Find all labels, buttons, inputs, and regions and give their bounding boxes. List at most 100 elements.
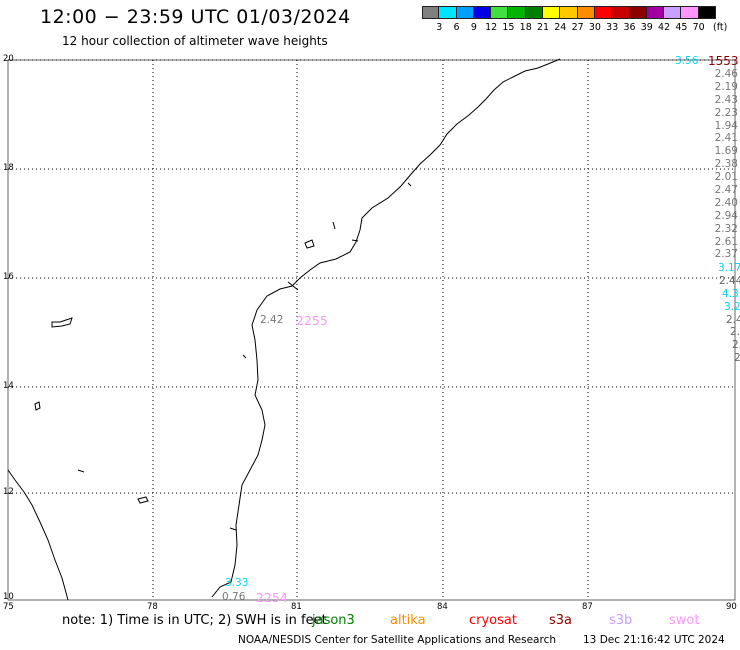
island-8 [351, 239, 359, 242]
track-value: 2.94 [714, 209, 738, 222]
map-frame [7, 59, 736, 601]
color-scale-label: 27 [571, 22, 584, 33]
color-swatch [473, 6, 492, 19]
track-top-value: 3.56 [675, 55, 699, 67]
track-value: 2. [734, 352, 740, 364]
track-value: 2.19 [714, 80, 738, 93]
color-swatch [422, 6, 440, 19]
pass-time-label: 2254 [256, 590, 288, 605]
pass-value: 2.42 [260, 314, 284, 326]
y-tick-label: 20 [3, 54, 14, 64]
color-scale-label: 9 [470, 22, 477, 33]
color-swatch [681, 6, 699, 19]
track-value: 2.32 [714, 222, 738, 235]
color-swatch [646, 6, 665, 19]
color-swatch [698, 6, 717, 19]
color-swatch [439, 6, 457, 19]
color-swatch [594, 6, 613, 19]
track-value: 2.43 [714, 93, 738, 106]
color-scale-label: 70 [692, 22, 705, 33]
pass-time-label: 2255 [296, 313, 328, 328]
color-scale-bar [422, 6, 717, 19]
track-value: 2.41 [714, 132, 738, 145]
color-scale-label: 15 [502, 22, 515, 33]
y-tick-label: 14 [3, 381, 14, 391]
legend-jason3: jason3 [312, 613, 355, 628]
island-1 [51, 317, 73, 328]
color-swatch [577, 6, 595, 19]
color-swatch [508, 6, 526, 19]
legend-swot: swot [669, 613, 700, 628]
color-scale-unit: (ft) [713, 22, 728, 33]
track-value: 2.37 [714, 248, 738, 261]
color-scale-label: 21 [536, 22, 550, 33]
color-scale-label: 36 [623, 22, 636, 33]
coastline-india-east [211, 58, 561, 598]
color-swatch [525, 6, 544, 19]
track-values-column: 2.46 2.19 2.43 2.23 1.94 2.41 1.69 2.38 … [660, 68, 738, 261]
legend-altika: altika [390, 613, 426, 628]
color-scale-label: 30 [588, 22, 601, 33]
track-value: 2.46 [714, 68, 738, 80]
x-tick-label: 75 [3, 602, 14, 612]
pass-value: 0.76 [222, 591, 246, 603]
track-value-cyan: 3.17 [718, 262, 740, 274]
island-10 [287, 281, 299, 291]
track-value: 2. [732, 339, 740, 351]
island-11 [229, 527, 237, 531]
credit-text: NOAA/NESDIS Center for Satellite Applica… [238, 634, 556, 646]
color-scale-label: 33 [606, 22, 619, 33]
track-value: 2.44 [719, 275, 740, 287]
color-swatch [543, 6, 561, 19]
footer-note: note: 1) Time is in UTC; 2) SWH is in fe… [62, 613, 327, 628]
color-swatch [612, 6, 630, 19]
color-swatch [456, 6, 474, 19]
color-scale-label: 12 [485, 22, 498, 33]
graticule [8, 59, 735, 600]
island-6 [304, 239, 315, 249]
color-swatch [664, 6, 682, 19]
color-scale-label: 24 [554, 22, 567, 33]
color-scale-label: 18 [519, 22, 532, 33]
x-tick-label: 81 [291, 602, 302, 612]
y-tick-label: 10 [3, 592, 14, 602]
timestamp-text: 13 Dec 21:16:42 UTC 2024 [583, 634, 725, 646]
island-5 [242, 354, 247, 359]
legend-s3a: s3a [549, 613, 573, 628]
track-value: 1.69 [714, 145, 738, 158]
island-2 [34, 401, 41, 411]
track-value-cyan: 3.2 [724, 301, 740, 313]
track-value-cyan: 4.3 [722, 288, 739, 300]
track-value: 2.47 [714, 184, 738, 197]
page-title: 12:00 − 23:59 UTC 01/03/2024 [40, 6, 351, 28]
island-9 [407, 182, 412, 187]
island-3 [137, 496, 149, 504]
track-value: 2.40 [714, 196, 738, 209]
track-time-label: 1553 [708, 54, 739, 68]
track-value: 2.61 [714, 235, 738, 248]
track-value: 2.23 [714, 106, 738, 119]
track-value: 2.38 [714, 158, 738, 171]
color-swatch [629, 6, 647, 19]
track-value: 1.94 [714, 119, 738, 132]
color-scale-label: 6 [453, 22, 460, 33]
x-tick-label: 78 [147, 602, 158, 612]
color-scale-label: 3 [436, 22, 443, 33]
x-tick-label: 87 [582, 602, 593, 612]
pass-value-cyan: 3.33 [225, 577, 249, 589]
track-value: 2.01 [714, 171, 738, 184]
color-scale-label: 45 [675, 22, 688, 33]
y-tick-label: 18 [3, 163, 14, 173]
track-value: 2.4 [726, 314, 740, 326]
island-7 [332, 221, 336, 230]
color-swatch [560, 6, 578, 19]
track-value: 2. [730, 326, 740, 338]
island-4 [77, 469, 85, 473]
color-scale-label: 42 [658, 22, 671, 33]
x-tick-label: 84 [437, 602, 448, 612]
page-subtitle: 12 hour collection of altimeter wave hei… [62, 34, 328, 48]
legend-s3b: s3b [609, 613, 633, 628]
coastline-sri-lanka [7, 469, 69, 601]
y-tick-label: 12 [3, 487, 14, 497]
